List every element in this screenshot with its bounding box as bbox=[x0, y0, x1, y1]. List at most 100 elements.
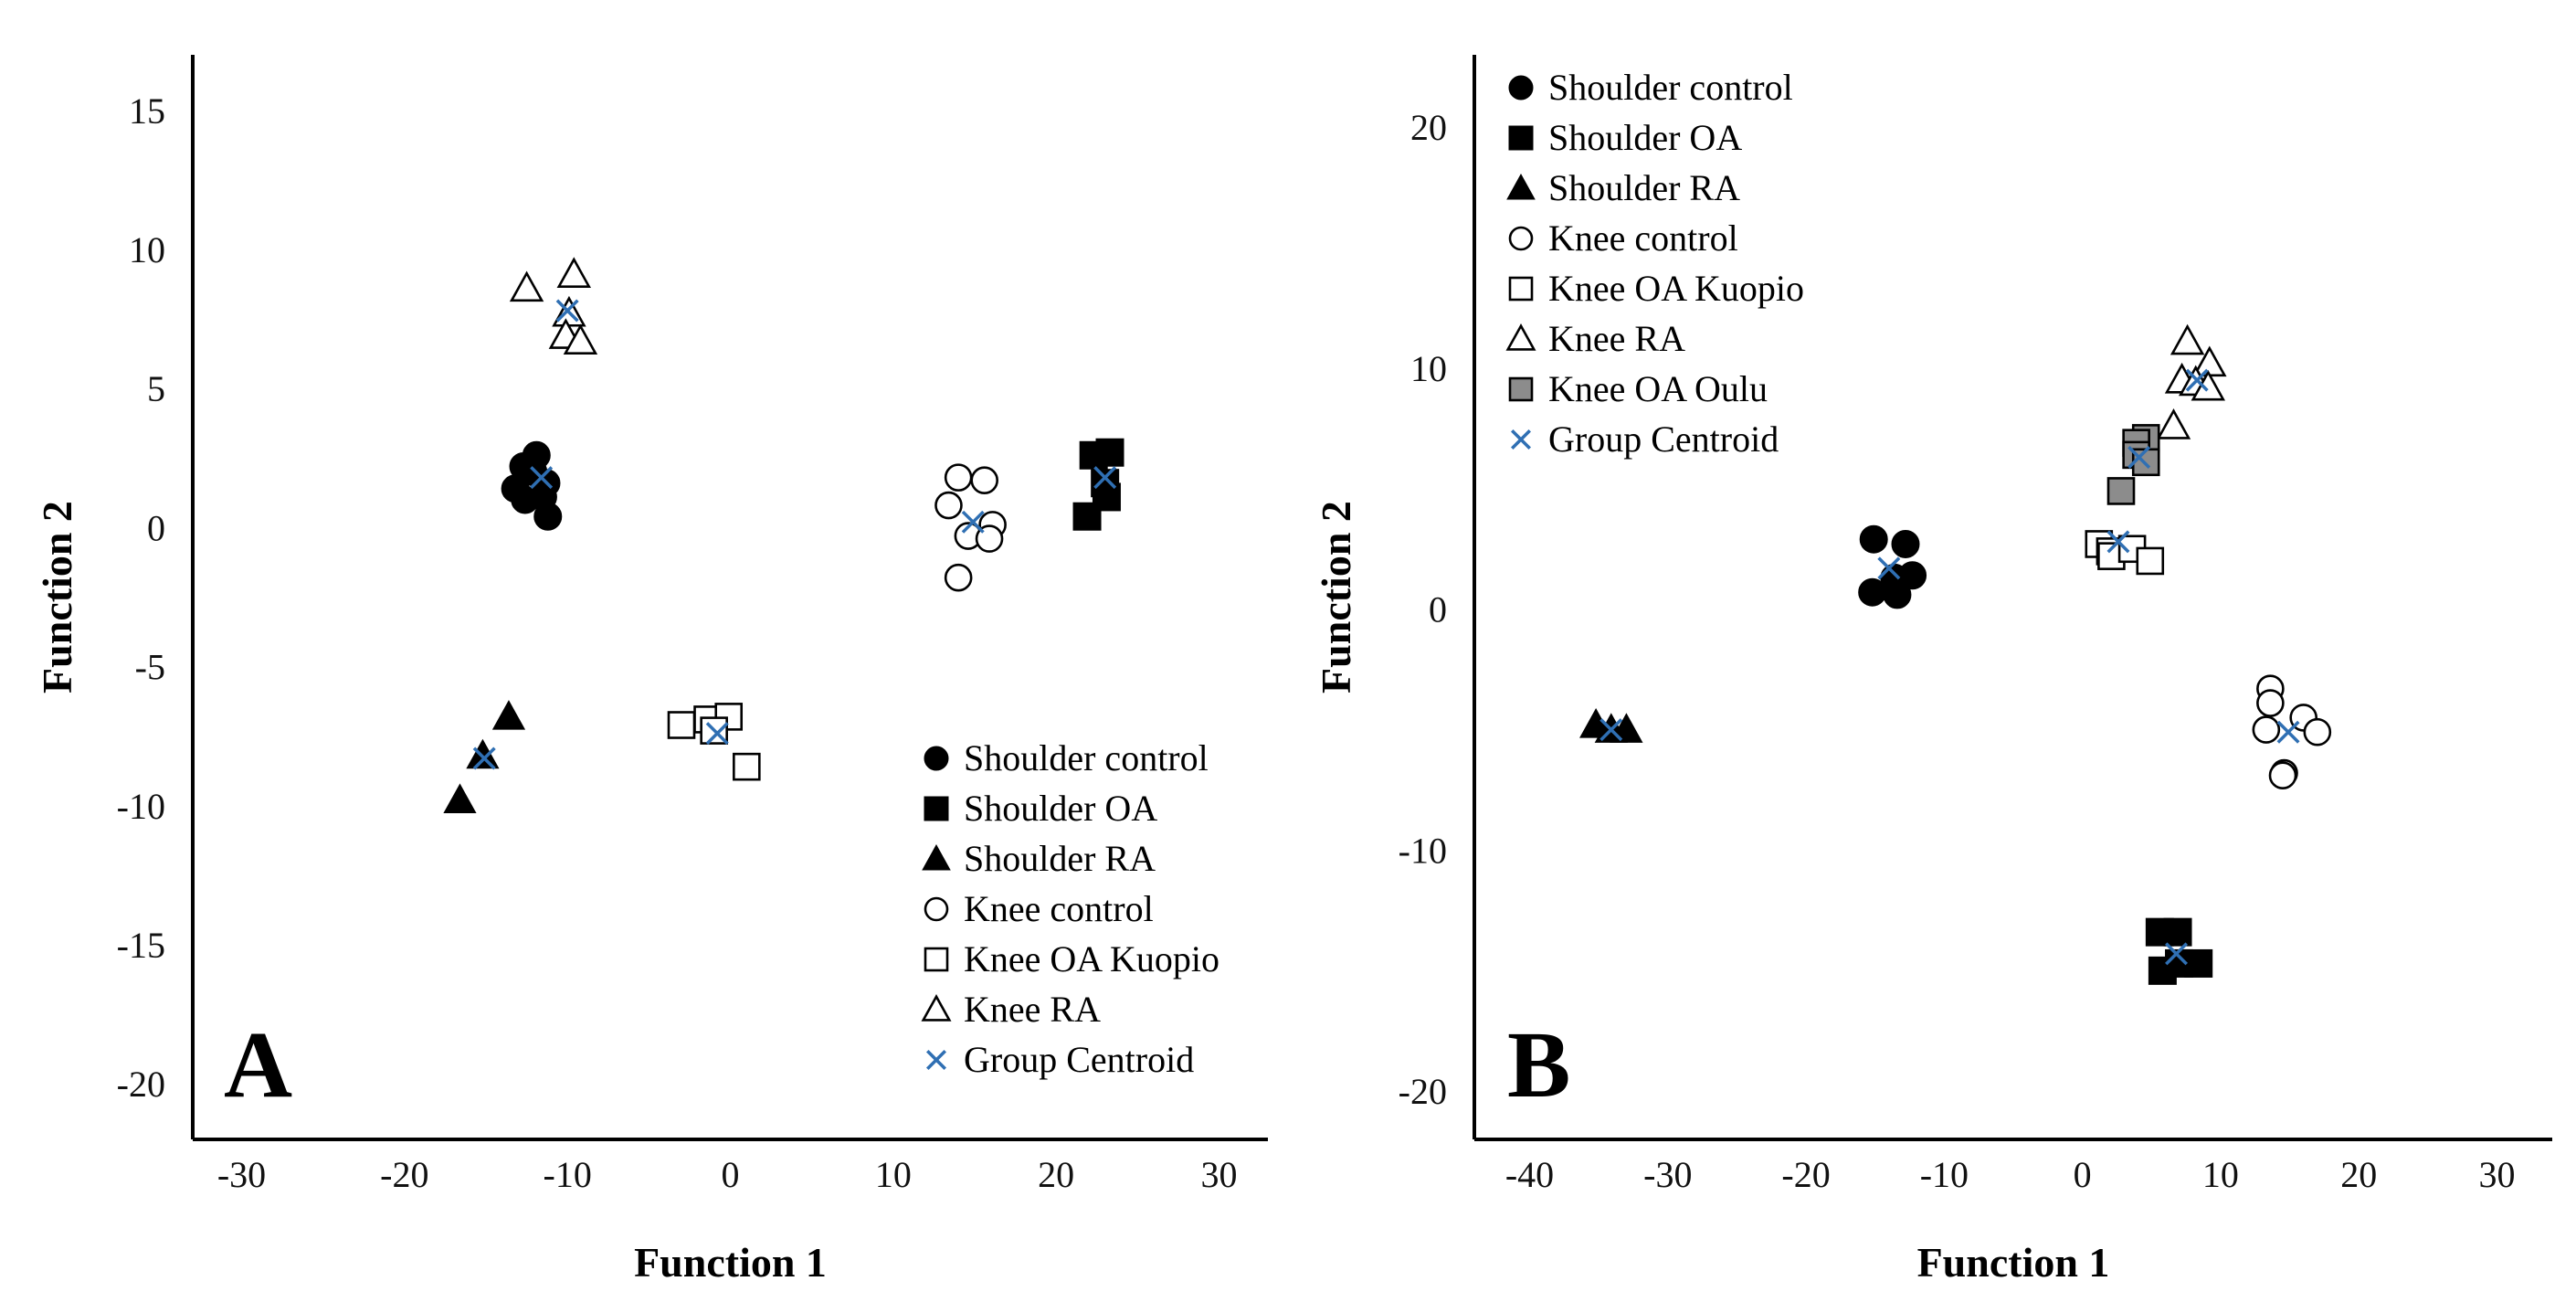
series-knee-control bbox=[934, 463, 1007, 592]
legend-label: Shoulder OA bbox=[964, 788, 1157, 829]
series-shoulder-oa bbox=[1072, 438, 1124, 531]
x-tick-label: -10 bbox=[1920, 1154, 1969, 1195]
y-tick-label: 0 bbox=[147, 507, 165, 548]
x-tick-label: 20 bbox=[2340, 1154, 2377, 1195]
x-tick-label: -40 bbox=[1505, 1154, 1554, 1195]
data-point bbox=[563, 323, 598, 355]
centroid-cross-stroke bbox=[1877, 556, 1901, 580]
legend: Shoulder control Shoulder OA Shoulder RA Kn… bbox=[1505, 67, 1804, 460]
data-point bbox=[1858, 577, 1887, 607]
legend-label: Shoulder RA bbox=[1548, 167, 1740, 208]
x-tick-label: -30 bbox=[1643, 1154, 1692, 1195]
data-point bbox=[2268, 761, 2297, 789]
data-point bbox=[2256, 689, 2285, 717]
centroid-point bbox=[2106, 530, 2130, 554]
centroid-point bbox=[530, 466, 554, 490]
centroid-point bbox=[2276, 720, 2300, 744]
centroid-cross-stroke bbox=[555, 299, 579, 323]
legend-label: Knee control bbox=[964, 888, 1154, 929]
legend-marker bbox=[921, 994, 952, 1022]
series-knee-ra bbox=[509, 257, 598, 355]
x-tick-label: -20 bbox=[380, 1154, 428, 1195]
x-axis-label: Function 1 bbox=[1917, 1239, 2110, 1286]
centroid-point bbox=[472, 747, 496, 770]
x-tick-label: 30 bbox=[1201, 1154, 1238, 1195]
legend-marker bbox=[924, 746, 949, 771]
series-knee-control bbox=[2252, 674, 2332, 789]
series-group-centroid bbox=[1599, 368, 2300, 966]
centroid-cross-stroke bbox=[1511, 429, 1531, 450]
panel-letter: B bbox=[1507, 1012, 1570, 1117]
data-point bbox=[466, 738, 500, 769]
legend-marker bbox=[1508, 226, 1534, 251]
y-tick-label: -10 bbox=[1399, 830, 1447, 871]
legend-marker bbox=[922, 844, 951, 871]
data-point bbox=[1883, 580, 1912, 609]
centroid-cross-stroke bbox=[472, 747, 496, 770]
series-shoulder-ra bbox=[1579, 708, 1643, 743]
legend-label: Shoulder RA bbox=[964, 838, 1156, 879]
data-point bbox=[1072, 502, 1102, 531]
x-tick-label: -30 bbox=[217, 1154, 266, 1195]
y-tick-label: 5 bbox=[147, 368, 165, 409]
legend-label: Shoulder control bbox=[1548, 67, 1793, 108]
y-tick-label: -15 bbox=[117, 925, 165, 966]
legend-marker bbox=[924, 896, 949, 922]
data-point bbox=[944, 463, 973, 492]
legend-label: Knee RA bbox=[964, 989, 1101, 1030]
y-tick-label: -20 bbox=[1399, 1071, 1447, 1112]
centroid-point bbox=[961, 510, 985, 534]
centroid-cross-stroke bbox=[705, 722, 729, 746]
centroid-cross-stroke bbox=[926, 1050, 946, 1070]
data-point bbox=[443, 783, 477, 813]
centroid-cross-stroke bbox=[530, 466, 554, 490]
data-point bbox=[934, 491, 963, 520]
x-tick-label: 10 bbox=[875, 1154, 912, 1195]
data-point bbox=[2136, 546, 2165, 576]
y-tick-label: 20 bbox=[1410, 107, 1447, 148]
legend-marker bbox=[1508, 75, 1534, 101]
x-tick-label: 0 bbox=[722, 1154, 740, 1195]
centroid-point bbox=[2165, 942, 2189, 966]
legend-marker bbox=[1506, 174, 1536, 200]
chart-panel-b: -40 -30 -20 -10 0 10 20 30 20 10 0 -10 -20 Function 1… bbox=[1313, 55, 2552, 1286]
data-point bbox=[970, 466, 998, 494]
legend-marker bbox=[924, 796, 949, 821]
y-axis-label: Function 2 bbox=[34, 501, 80, 694]
panel-letter: A bbox=[224, 1012, 292, 1117]
legend-label: Group Centroid bbox=[964, 1039, 1194, 1080]
data-point bbox=[944, 563, 973, 592]
data-point bbox=[2148, 956, 2177, 985]
data-point bbox=[2252, 715, 2281, 744]
y-tick-label: -10 bbox=[117, 786, 165, 827]
x-tick-label: 10 bbox=[2202, 1154, 2239, 1195]
centroid-cross-stroke bbox=[1093, 466, 1117, 490]
centroid-cross-stroke bbox=[2165, 942, 2189, 966]
x-tick-label: 20 bbox=[1038, 1154, 1074, 1195]
legend-marker bbox=[924, 947, 949, 972]
centroid-point bbox=[1093, 466, 1117, 490]
centroid-point bbox=[555, 299, 579, 323]
data-point bbox=[1095, 438, 1124, 467]
centroid-point bbox=[705, 722, 729, 746]
data-point bbox=[1898, 561, 1927, 590]
legend: Shoulder control Shoulder OA Shoulder RA Kn… bbox=[921, 737, 1219, 1080]
series-knee-oa-kuopio bbox=[667, 703, 761, 781]
centroid-point bbox=[1599, 718, 1623, 742]
centroid-cross-stroke bbox=[2185, 368, 2209, 392]
centroid-cross-stroke bbox=[2127, 446, 2151, 469]
y-tick-label: 10 bbox=[129, 229, 165, 270]
legend-label: Shoulder OA bbox=[1548, 117, 1742, 158]
legend-label: Knee OA Kuopio bbox=[964, 938, 1219, 979]
x-tick-label: 0 bbox=[2074, 1154, 2092, 1195]
legend-label: Shoulder control bbox=[964, 737, 1209, 778]
centroid-point bbox=[1877, 556, 1901, 580]
y-tick-label: 0 bbox=[1429, 589, 1447, 630]
data-point bbox=[733, 752, 761, 781]
series-knee-ra bbox=[2156, 323, 2227, 439]
legend-label: Knee OA Oulu bbox=[1548, 368, 1768, 409]
data-point bbox=[667, 711, 696, 739]
legend-marker bbox=[926, 1050, 946, 1070]
data-point bbox=[1891, 529, 1920, 558]
centroid-point bbox=[2127, 446, 2151, 469]
